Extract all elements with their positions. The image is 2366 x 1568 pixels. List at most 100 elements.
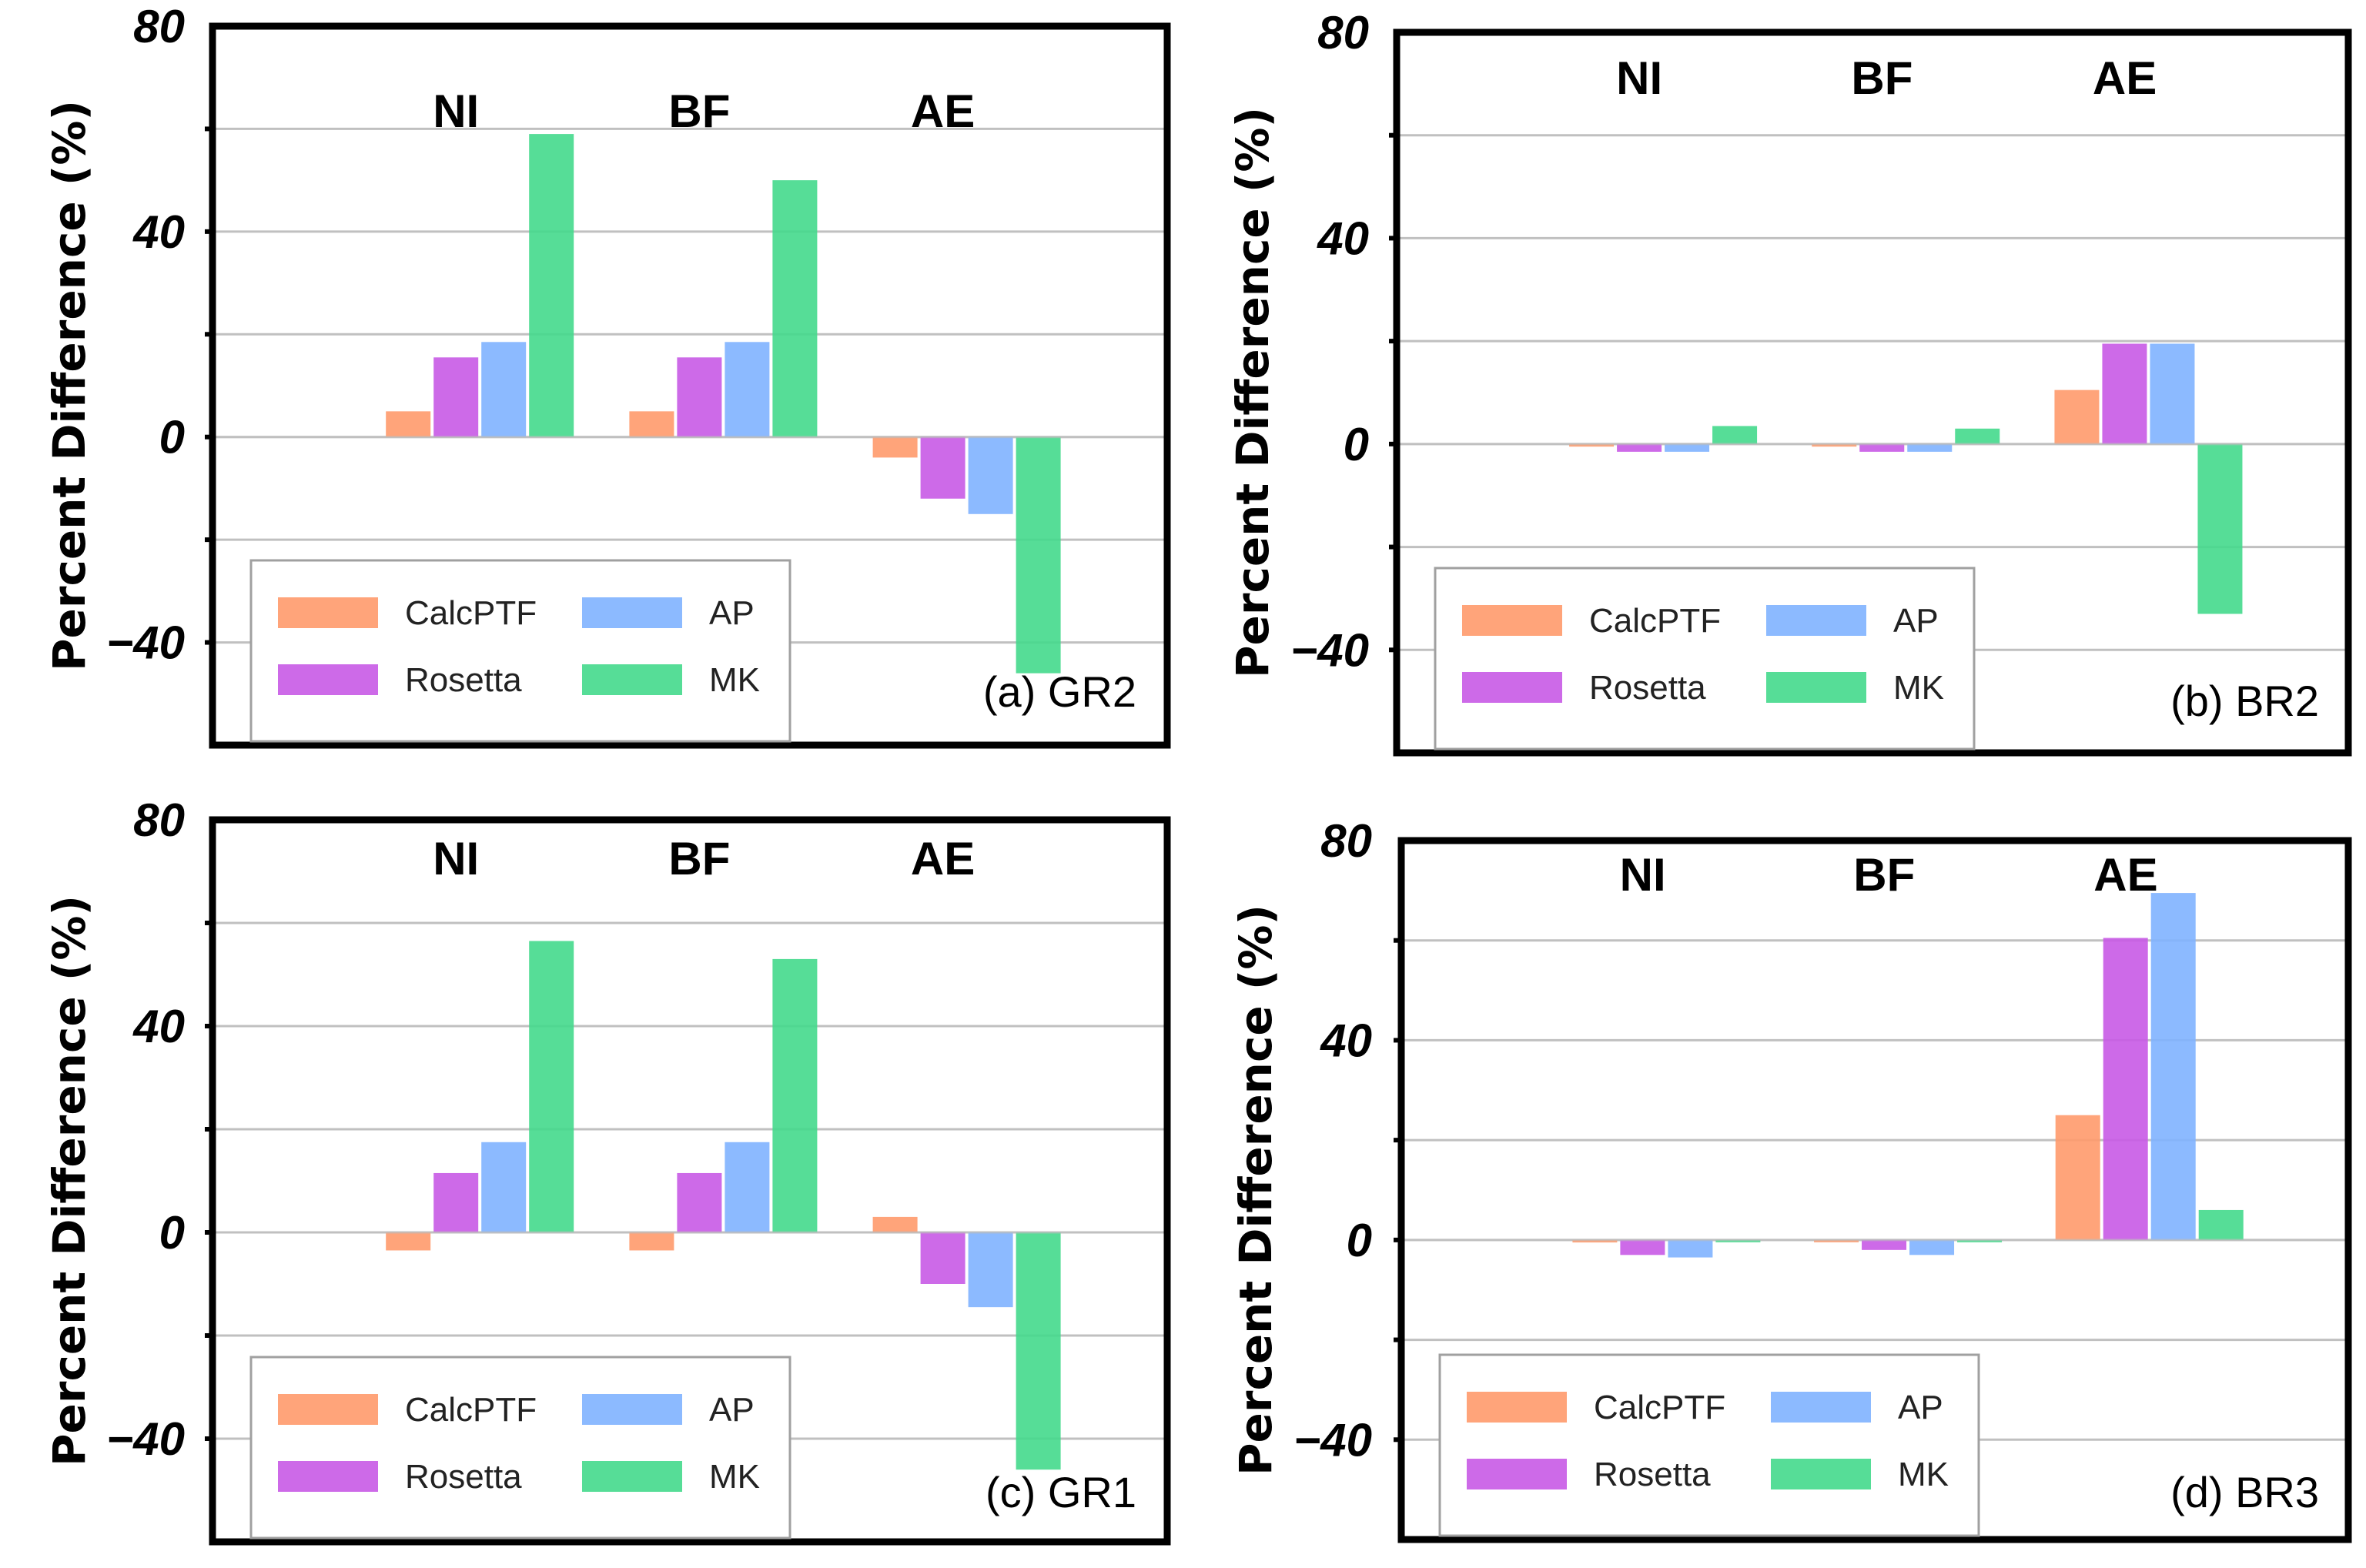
legend-label-ap: AP	[709, 1391, 755, 1429]
y-tick-label: −40	[106, 617, 185, 669]
y-axis-label: Percent Difference (%)	[1230, 904, 1282, 1476]
legend-label-mk: MK	[709, 1458, 760, 1496]
legend-label-mk: MK	[1893, 669, 1944, 707]
bar-bf-rosetta	[1859, 443, 1905, 452]
bar-ae-ap	[2150, 893, 2196, 1240]
bar-ae-mk	[1016, 1232, 1061, 1470]
panel-label: (c) GR1	[986, 1468, 1136, 1516]
legend-label-mk: MK	[709, 661, 760, 699]
bar-ae-mk	[2198, 1209, 2244, 1240]
group-label-bf: BF	[1853, 849, 1915, 901]
y-tick-label: −40	[1293, 1414, 1372, 1466]
legend-label-calcptf: CalcPTF	[1594, 1389, 1725, 1426]
y-tick-label: 40	[1320, 1015, 1372, 1066]
bar-bf-rosetta	[677, 357, 722, 437]
y-tick-label: −40	[106, 1413, 185, 1465]
legend-label-ap: AP	[709, 594, 755, 632]
y-tick-label: 80	[1320, 815, 1372, 867]
legend-swatch-rosetta	[278, 664, 378, 695]
group-label-bf: BF	[668, 85, 730, 137]
legend-box	[1434, 567, 1976, 751]
plot-frame	[209, 22, 1171, 749]
bar-bf-mk	[772, 180, 818, 437]
legend-label-ap: AP	[1893, 602, 1939, 640]
legend-swatch-rosetta	[1462, 672, 1562, 703]
group-label-ae: AE	[911, 833, 975, 884]
legend-swatch-mk	[582, 1461, 682, 1492]
legend-swatch-ap	[1766, 605, 1866, 636]
legend: CalcPTF AP Rosetta MK	[1438, 1353, 1980, 1537]
bar-ae-ap	[968, 1232, 1013, 1308]
bar-ni-ap	[481, 342, 527, 437]
y-tick-label: 0	[1344, 419, 1369, 470]
bar-ni-mk	[529, 134, 574, 437]
plot-frame	[1397, 837, 2352, 1543]
legend-box	[1438, 1353, 1980, 1537]
bar-bf-mk	[772, 958, 818, 1232]
bar-bf-ap	[725, 1142, 770, 1232]
bar-ni-rosetta	[433, 1172, 479, 1232]
bar-ni-ap	[1668, 1239, 1713, 1258]
y-tick-label: 40	[1317, 212, 1369, 264]
bar-bf-calcptf	[629, 1232, 674, 1251]
group-label-ni: NI	[433, 85, 479, 137]
y-axis-label: Percent Difference (%)	[43, 100, 95, 671]
group-label-bf: BF	[1851, 52, 1913, 104]
legend-label-rosetta: Rosetta	[405, 661, 522, 699]
bar-bf-ap	[1909, 1239, 1955, 1255]
legend-box	[249, 559, 791, 743]
group-label-ni: NI	[433, 833, 479, 884]
bar-ae-rosetta	[920, 436, 965, 499]
bar-bf-rosetta	[1862, 1239, 1907, 1250]
bar-ni-mk	[529, 941, 574, 1232]
bar-bf-mk	[1955, 428, 2000, 444]
bar-ni-ap	[481, 1142, 527, 1232]
bar-ae-calcptf	[872, 1216, 918, 1232]
legend-label-rosetta: Rosetta	[1589, 669, 1706, 707]
bar-bf-ap	[725, 342, 770, 437]
group-label-ae: AE	[2093, 52, 2157, 104]
legend-swatch-mk	[582, 664, 682, 695]
group-label-ni: NI	[1616, 52, 1662, 104]
y-tick-label: 0	[159, 412, 185, 463]
legend: CalcPTF AP Rosetta MK	[249, 1356, 791, 1540]
legend-label-ap: AP	[1898, 1389, 1943, 1426]
bar-ni-rosetta	[1620, 1239, 1665, 1255]
y-tick-label: 80	[133, 1, 185, 52]
legend-swatch-mk	[1771, 1459, 1871, 1489]
legend-swatch-rosetta	[278, 1461, 378, 1492]
bar-bf-calcptf	[629, 411, 674, 437]
legend-swatch-calcptf	[1467, 1392, 1567, 1423]
y-axis-label: Percent Difference (%)	[1227, 107, 1279, 678]
plot-frame	[209, 816, 1171, 1546]
legend-label-rosetta: Rosetta	[405, 1458, 522, 1496]
group-label-ae: AE	[911, 85, 975, 137]
bar-ae-rosetta	[2102, 343, 2147, 444]
bar-ae-ap	[2150, 343, 2195, 444]
legend-label-mk: MK	[1898, 1456, 1949, 1493]
y-axis-label: Percent Difference (%)	[43, 895, 95, 1466]
legend-swatch-ap	[582, 597, 682, 628]
group-label-bf: BF	[668, 833, 730, 884]
panel-label: (b) BR2	[2170, 677, 2319, 725]
plot-frame	[1393, 28, 2352, 757]
bar-bf-calcptf	[1812, 443, 1857, 447]
bar-ni-calcptf	[386, 411, 431, 437]
legend-label-calcptf: CalcPTF	[405, 594, 537, 632]
y-tick-label: −40	[1290, 624, 1369, 676]
bar-ni-calcptf	[1569, 443, 1615, 447]
y-tick-label: 0	[159, 1207, 185, 1259]
bar-ae-ap	[968, 436, 1013, 514]
group-label-ae: AE	[2093, 849, 2157, 901]
panel-label: (a) GR2	[983, 667, 1136, 716]
bar-ae-rosetta	[920, 1232, 965, 1284]
legend-swatch-calcptf	[1462, 605, 1562, 636]
legend-swatch-ap	[1771, 1392, 1871, 1423]
panel-label: (d) BR3	[2170, 1468, 2319, 1516]
legend-label-calcptf: CalcPTF	[405, 1391, 537, 1429]
bar-ni-rosetta	[433, 357, 479, 437]
